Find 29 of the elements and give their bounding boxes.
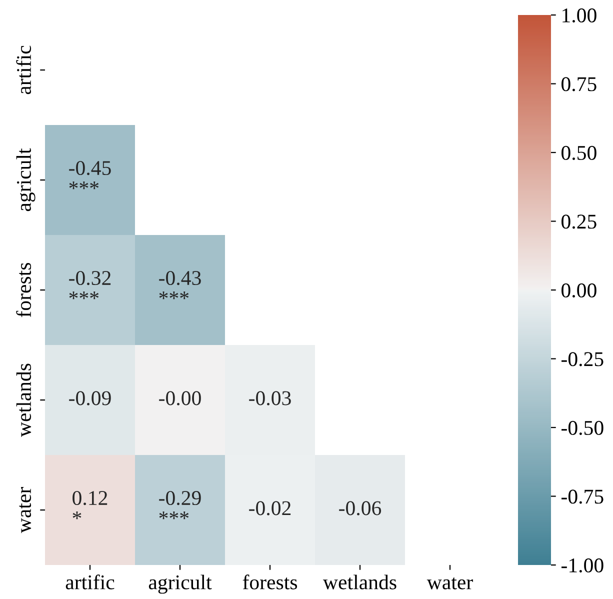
data-label: -0.06 <box>339 501 382 516</box>
color-bar-label: 0.50 <box>562 146 596 160</box>
data-label: -0.02 <box>249 501 291 516</box>
color-bar-label: 0.00 <box>562 283 596 298</box>
x-tick-label: artific <box>66 574 114 590</box>
color-bar-label: 0.25 <box>562 214 596 229</box>
color-bar-label: -0.50 <box>561 420 604 436</box>
color-bar-label: 1.00 <box>562 8 596 23</box>
data-label: -0.03 <box>249 391 291 406</box>
color-bar-label: -1.00 <box>561 558 604 573</box>
x-tick-label: forests <box>242 574 298 590</box>
data-label: 0.12 * <box>72 490 108 520</box>
data-label: -0.09 <box>69 391 111 406</box>
y-tick-label: water <box>19 487 32 534</box>
color-bar-label: -0.75 <box>561 490 604 504</box>
color-bar-label: -0.25 <box>561 352 604 366</box>
data-label: -0.29 *** <box>159 490 201 520</box>
x-tick-label: wetlands <box>322 574 396 590</box>
y-tick-label: artific <box>16 46 32 94</box>
y-tick-label: wetlands <box>16 364 32 438</box>
data-label: -0.43 *** <box>159 270 201 300</box>
data-label: -0.45 *** <box>69 160 111 190</box>
y-tick-label: forests <box>16 262 32 318</box>
x-tick-label: agricult <box>148 574 212 594</box>
color-bar-label: 0.75 <box>562 77 596 92</box>
data-label: -0.00 <box>159 391 201 406</box>
data-label: -0.32 *** <box>69 270 111 300</box>
x-tick-label: water <box>426 577 473 590</box>
y-tick-label: agricult <box>16 148 36 212</box>
